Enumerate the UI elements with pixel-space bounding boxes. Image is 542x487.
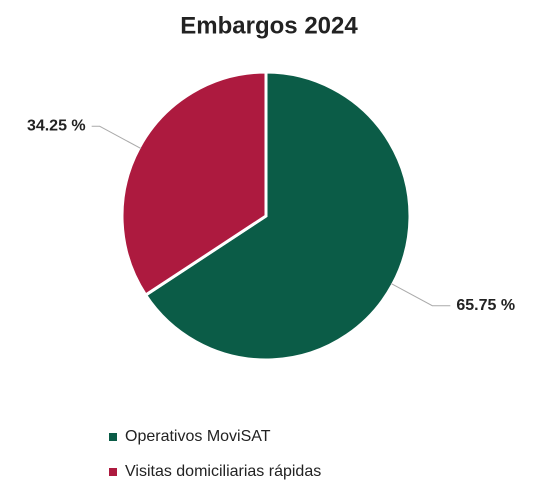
legend-swatch <box>109 468 117 476</box>
legend-swatch <box>109 433 117 441</box>
legend-label: Operativos MoviSAT <box>125 428 271 445</box>
leader-line <box>91 125 142 150</box>
value-label: 65.75 % <box>456 297 515 314</box>
chart-title: Embargos 2024 <box>180 12 358 39</box>
value-label: 34.25 % <box>27 117 86 134</box>
legend-label: Visitas domiciliarias rápidas <box>125 463 321 480</box>
leader-line <box>390 282 451 307</box>
